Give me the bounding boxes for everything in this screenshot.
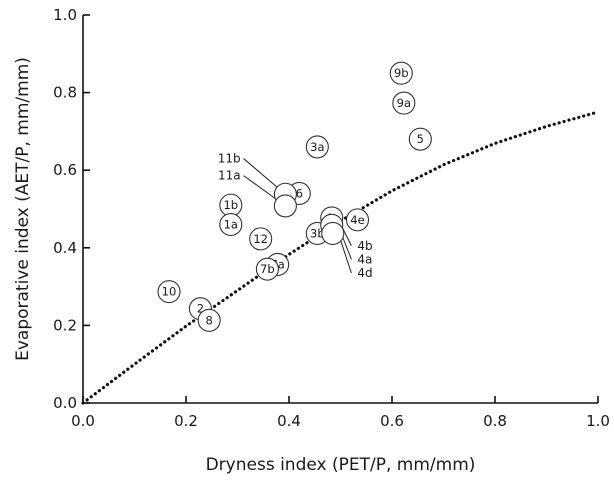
data-point: 9b [389, 61, 413, 85]
data-point-label: 3a [310, 140, 324, 154]
data-point-marker [249, 227, 273, 251]
data-point-marker [321, 221, 345, 245]
data-point-marker [219, 212, 243, 237]
data-point-label: 9b [394, 66, 409, 80]
callout-leader [338, 235, 352, 274]
data-point: 9a [392, 91, 416, 115]
data-point-label: 10 [162, 285, 177, 299]
data-point [321, 221, 345, 245]
data-point-label: 3b [310, 226, 325, 240]
callout-label: 4a [357, 252, 372, 266]
data-point-marker [255, 257, 279, 281]
y-tick-label: 0.6 [53, 161, 77, 179]
data-point-marker [345, 208, 370, 232]
data-point: 4e [345, 208, 370, 232]
callout-label: 11a [218, 169, 241, 183]
data-point-marker [408, 127, 432, 151]
y-tick-label: 0.8 [53, 84, 77, 102]
data-point: 3a [305, 135, 329, 159]
x-tick-label: 1.0 [586, 412, 610, 430]
x-tick-label: 0.8 [483, 412, 507, 430]
data-point-label: 2 [197, 302, 204, 316]
x-tick-label: 0.4 [277, 412, 301, 430]
data-point-label: 6 [296, 186, 303, 200]
data-point-marker [157, 280, 181, 304]
data-point-label: 9a [397, 96, 411, 110]
callout-label: 4d [357, 266, 372, 280]
data-point [273, 194, 297, 218]
x-axis-title: Dryness index (PET/P, mm/mm) [206, 455, 476, 475]
axes [82, 15, 598, 404]
data-points: 1b1a2810127a7b63a3b4c4e59a9b [157, 61, 432, 332]
callout-label: 11b [218, 152, 241, 166]
data-point-label: 1b [223, 198, 238, 212]
data-point: 1a [219, 212, 243, 237]
data-point-marker [197, 308, 221, 332]
data-point: 7b [255, 257, 279, 281]
data-point: 5 [408, 127, 432, 151]
data-point: 1b [219, 193, 243, 217]
data-point-label: 5 [417, 132, 424, 146]
x-tick-label: 0.2 [174, 412, 198, 430]
x-tick-label: 0.0 [71, 412, 95, 430]
data-point-marker [305, 135, 329, 159]
data-point-label: 8 [206, 313, 213, 327]
y-tick-label: 0.2 [53, 316, 77, 334]
budyko-curve [81, 110, 600, 405]
data-point-marker [392, 91, 416, 115]
data-point-marker [273, 194, 297, 218]
data-point-label: 1a [224, 218, 238, 232]
x-tick-label: 0.6 [380, 412, 404, 430]
y-tick-label: 0.0 [53, 394, 77, 412]
x-ticks: 0.0 0.2 0.4 0.6 0.8 1.0 [71, 396, 610, 430]
data-point-label: 12 [253, 232, 268, 246]
data-point-marker [389, 61, 413, 85]
callout-label: 4b [357, 239, 372, 253]
y-tick-label: 1.0 [53, 6, 77, 24]
data-point: 12 [249, 227, 273, 251]
data-point: 10 [157, 280, 181, 304]
y-tick-label: 0.4 [53, 239, 77, 257]
y-axis-title: Evaporative index (AET/P, mm/mm) [13, 57, 33, 361]
data-point: 8 [197, 308, 221, 332]
y-ticks: 0.0 0.2 0.4 0.6 0.8 1.0 [53, 6, 90, 412]
data-point-label: 4e [350, 213, 364, 227]
data-point-label: 7b [260, 262, 275, 276]
